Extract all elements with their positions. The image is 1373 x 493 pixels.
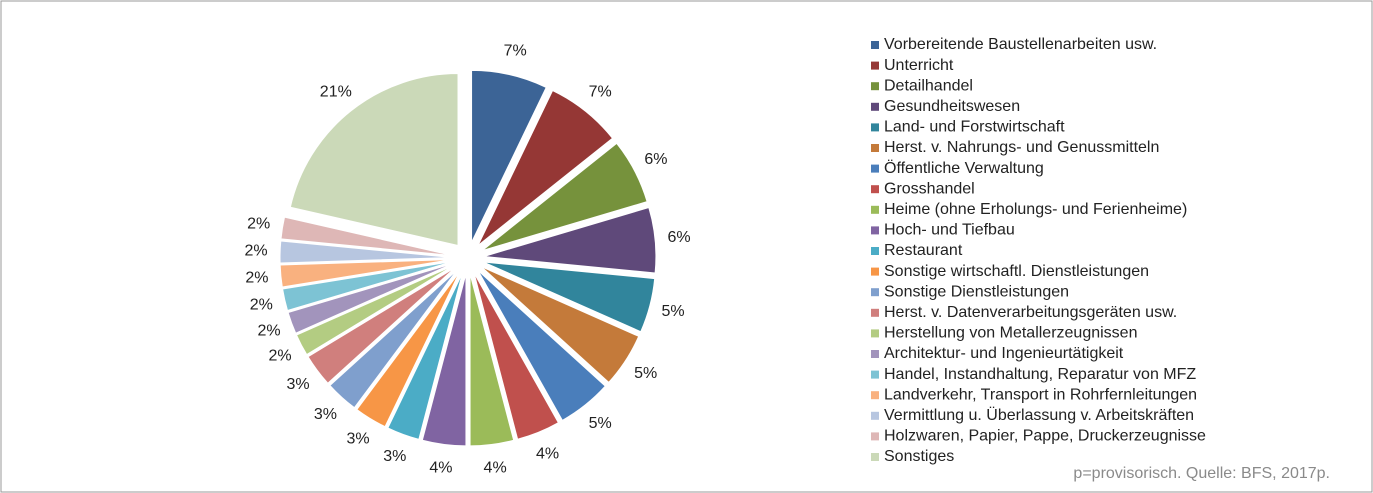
legend-swatch (871, 432, 879, 441)
data-label: 2% (250, 296, 273, 313)
legend-label: Restaurant (884, 242, 963, 259)
pie-slice (295, 264, 455, 356)
legend-label: Sonstiges (884, 448, 954, 465)
data-label: 4% (429, 459, 452, 476)
legend-label: Holzwaren, Papier, Pappe, Druckerzeugnis… (884, 428, 1206, 445)
pie-slice (356, 271, 461, 428)
legend-label: Grosshandel (884, 180, 975, 197)
legend-swatch (871, 370, 879, 379)
legend-label: Land- und Forstwirtschaft (884, 119, 1065, 136)
pie-slice (477, 270, 607, 422)
pie-slice (307, 267, 456, 384)
data-label: 4% (536, 446, 559, 463)
legend-label: Hoch- und Tiefbau (884, 222, 1015, 239)
pie-slice (483, 206, 657, 274)
data-label: 2% (245, 270, 268, 287)
legend-swatch (871, 453, 879, 461)
pie-slice (280, 216, 453, 256)
legend-swatch (871, 82, 879, 91)
legend-swatch (871, 411, 879, 420)
legend-swatch (871, 123, 879, 132)
legend-label: Vermittlung u. Überlassung v. Arbeitskrä… (884, 406, 1194, 424)
legend-swatch (871, 267, 879, 276)
pie-slice (481, 266, 640, 384)
data-label: 21% (320, 83, 352, 100)
data-label: 2% (268, 347, 291, 364)
legend-swatch (871, 308, 879, 317)
data-label: 2% (247, 215, 270, 232)
data-label: 2% (257, 322, 280, 339)
legend-swatch (871, 288, 879, 297)
pie-slice (329, 269, 458, 409)
legend-swatch (871, 185, 879, 194)
data-label: 3% (383, 448, 406, 465)
data-label: 2% (245, 242, 268, 259)
legend-swatch (871, 61, 879, 70)
data-label: 7% (589, 83, 612, 100)
legend-label: Landverkehr, Transport in Rohrfernleitun… (884, 386, 1197, 403)
legend-label: Handel, Instandhaltung, Reparatur von MF… (884, 366, 1196, 383)
pie-slice (477, 89, 614, 246)
legend-swatch (871, 247, 879, 255)
source-note: p=provisorisch. Quelle: BFS, 2017p. (1073, 465, 1330, 482)
pie-slice (483, 261, 656, 333)
legend-label: Sonstige Dienstleistungen (884, 283, 1069, 300)
legend-label: Herstellung von Metallerzeugnissen (884, 325, 1137, 342)
pie-slice (279, 259, 453, 288)
legend-label: Vorbereitende Baustellenarbeiten usw. (884, 36, 1157, 53)
legend-label: Sonstige wirtschaftl. Dienstleistungen (884, 263, 1149, 280)
pie-slice (282, 261, 453, 312)
legend-swatch (871, 164, 879, 173)
data-label: 3% (287, 376, 310, 393)
legend-label: Gesundheitswesen (884, 98, 1020, 115)
data-label: 5% (589, 415, 612, 432)
pie-slice (471, 69, 547, 243)
data-label: 5% (662, 303, 685, 320)
legend-swatch (871, 102, 879, 111)
legend-label: Heime (ohne Erholungs- und Ferienheime) (884, 201, 1187, 218)
legend-label: Unterricht (884, 57, 954, 74)
pie-slice (469, 273, 515, 447)
pie-slice (481, 142, 648, 252)
legend-swatch (871, 329, 879, 338)
pie-slice (421, 273, 467, 447)
legend-label: Herst. v. Nahrungs- und Genussmitteln (884, 139, 1159, 156)
data-label: 5% (634, 365, 657, 382)
data-label: 3% (347, 431, 370, 448)
legend-label: Detailhandel (884, 77, 973, 94)
legend-label: Öffentliche Verwaltung (884, 159, 1044, 177)
legend-swatch (871, 41, 879, 49)
data-label: 3% (314, 406, 337, 423)
data-label: 4% (484, 459, 507, 476)
data-label: 6% (644, 151, 667, 168)
data-label: 7% (504, 43, 527, 60)
legend-swatch (871, 350, 879, 358)
pie-slice (473, 272, 560, 440)
data-label: 6% (667, 229, 690, 246)
legend-swatch (871, 391, 879, 400)
legend-swatch (871, 144, 879, 152)
legend-swatch (871, 205, 879, 214)
pie-slice (387, 272, 463, 441)
legend-swatch (871, 226, 879, 235)
pie-slice (279, 240, 453, 264)
legend-label: Herst. v. Datenverarbeitungsgeräten usw. (884, 304, 1177, 321)
pie-slice (289, 72, 459, 247)
pie-slice (287, 263, 454, 334)
legend-label: Architektur- und Ingenieurtätigkeit (884, 345, 1124, 362)
